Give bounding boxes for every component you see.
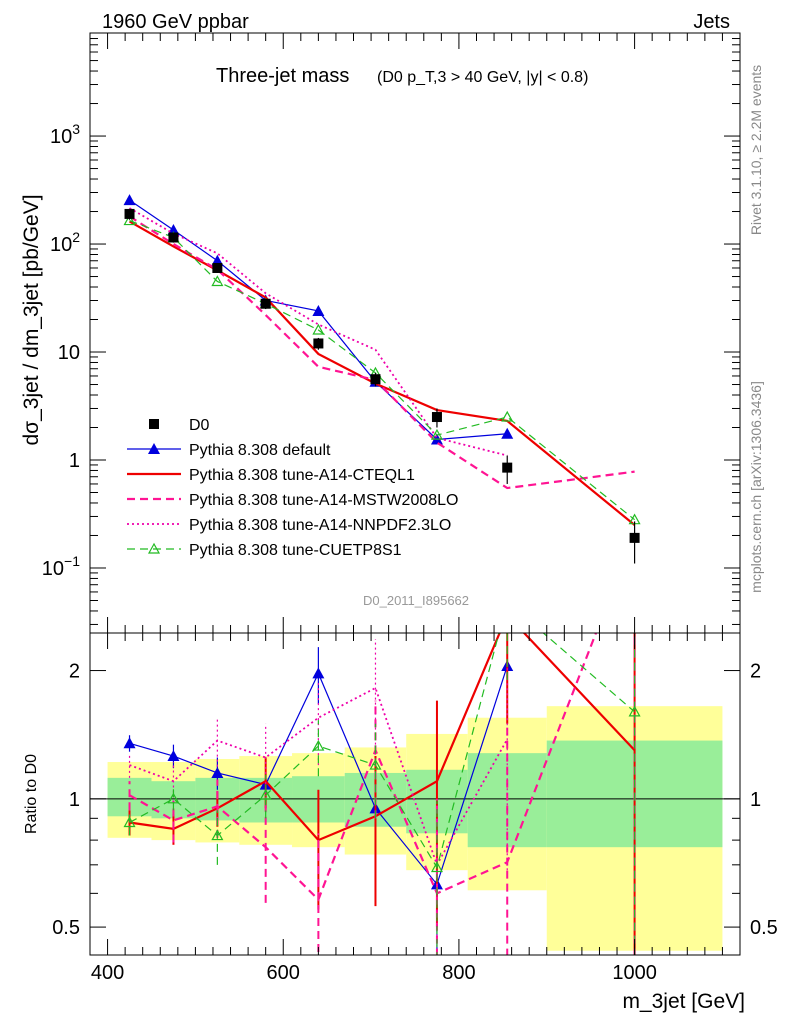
series-4-ratio-point (167, 792, 180, 804)
series-4-point (312, 323, 325, 335)
data-points (124, 208, 640, 564)
series-4-ratio-point (312, 739, 325, 751)
series-0-ratio-point (167, 750, 180, 762)
series-4-ratio-point (369, 758, 382, 770)
ratio-tick-label: 0.5 (52, 917, 80, 939)
legend-label: Pythia 8.308 tune-A14-CTEQL1 (189, 467, 415, 484)
y-axis-label: dσ_3jet / dm_3jet [pb/GeV] (20, 194, 43, 445)
legend-entry: Pythia 8.308 tune-A14-MSTW2008LO (127, 492, 458, 509)
legend-entry: Pythia 8.308 tune-A14-CTEQL1 (127, 467, 415, 484)
ratio-bands (90, 706, 740, 951)
data-point (313, 338, 324, 349)
process-label: Jets (693, 11, 730, 33)
chart-title-text: Three-jet mass (216, 65, 349, 87)
series-1-main (128, 220, 636, 526)
chart-title: Three-jet mass (D0 p_T,3 > 40 GeV, |y| <… (216, 65, 588, 87)
series-2-ratio-line (128, 633, 598, 902)
series-4-ratio-point (502, 597, 512, 606)
data-point (124, 208, 135, 219)
series-3-main (129, 207, 508, 457)
legend-marker (147, 542, 161, 554)
series-0-point (312, 304, 325, 316)
y-tick-label: 10 (58, 342, 80, 364)
legend-label: Pythia 8.308 default (189, 442, 331, 459)
data-point (260, 298, 271, 309)
series-4-point (211, 275, 224, 287)
legend-entry: Pythia 8.308 tune-A14-NNPDF2.3LO (127, 517, 451, 534)
y-tick-label: 1 (69, 450, 80, 472)
series-4-ratio-point (430, 861, 443, 873)
series-0-ratio-point (312, 667, 325, 679)
analysis-id: D0_2011_I895662 (363, 593, 469, 608)
series-4-point (123, 214, 136, 226)
series-4-ratio-line (129, 633, 635, 870)
x-tick-label: 800 (442, 962, 475, 984)
y-tick-label: 10−1 (42, 553, 80, 580)
data-point (502, 462, 513, 473)
series-4-point (430, 428, 443, 440)
series-0-ratio-point (123, 737, 136, 749)
svg-text:(D0 p_T,3 > 40 GeV, |y| < 0.8): (D0 p_T,3 > 40 GeV, |y| < 0.8) (377, 69, 588, 86)
chart-subtitle-text: (D0 p_T,3 > 40 GeV, |y| < 0.8) (377, 69, 588, 86)
mcplots-label: mcplots.cern.ch [arXiv:1306.3436] (748, 381, 764, 593)
series-0-main (123, 194, 514, 445)
data-point (629, 532, 640, 543)
series-3-ratio-line (129, 686, 509, 868)
legend-marker (148, 443, 160, 454)
y-tick-label: 102 (50, 229, 80, 256)
series-4-ratio-point (628, 705, 641, 717)
series-0-ratio-point (211, 766, 224, 778)
series-4-point (501, 410, 514, 422)
x-tick-label: 600 (267, 962, 300, 984)
data-point (168, 232, 179, 243)
ratio-tick-label-right: 0.5 (750, 917, 778, 939)
legend: D0 Pythia 8.308 default Pythia 8.308 tune-… (127, 417, 458, 559)
legend-data-marker (149, 419, 159, 429)
series-3-line (129, 207, 508, 457)
ratio-tick-label-right: 1 (750, 789, 761, 811)
ratio-axes: 400 600 800 1000 0.5 0.5 1 1 2 2 (52, 633, 778, 984)
legend-label: Pythia 8.308 tune-A14-MSTW2008LO (189, 492, 458, 509)
legend-entry: D0 (149, 417, 210, 434)
main-frame (89, 32, 741, 634)
legend-label: Pythia 8.308 tune-A14-NNPDF2.3LO (189, 517, 451, 534)
main-series-layer (123, 194, 641, 564)
legend-label: Pythia 8.308 tune-CUETP8S1 (189, 542, 402, 559)
energy-label: 1960 GeV ppbar (102, 11, 249, 33)
series-0-point (501, 427, 514, 439)
series-4-ratio-point (211, 829, 224, 841)
series-1-line (128, 220, 636, 526)
series-4-ratio-point (259, 788, 272, 800)
series-4-line (129, 219, 635, 521)
legend-entry: Pythia 8.308 tune-CUETP8S1 (127, 542, 402, 559)
ratio-tick-label-right: 2 (750, 661, 761, 683)
data-point (370, 374, 381, 385)
series-0-line (129, 199, 508, 441)
legend-entry: Pythia 8.308 default (127, 442, 331, 459)
ratio-tick-label: 2 (69, 661, 80, 683)
ratio-y-axis-label: Ratio to D0 (23, 754, 40, 834)
data-point (212, 262, 223, 273)
main-panel: 10−1 1 10 102 103 Three-jet mass (D0 p_T,3 >… (42, 32, 741, 634)
series-0-point (167, 223, 180, 235)
main-axes: 10−1 1 10 102 103 (42, 32, 740, 633)
ratio-tick-label: 1 (69, 789, 80, 811)
x-tick-label: 1000 (612, 962, 657, 984)
series-0-point (123, 194, 136, 206)
series-4-ratio-point (123, 816, 136, 828)
svg-text:Three-jet mass: Three-jet mass (216, 65, 349, 87)
x-tick-label: 400 (91, 962, 124, 984)
ratio-frame (89, 632, 741, 956)
y-tick-label: 103 (50, 121, 80, 148)
data-point (431, 412, 442, 423)
x-axis-label: m_3jet [GeV] (622, 990, 745, 1013)
legend-label: D0 (189, 417, 210, 434)
ratio-panel: 400 600 800 1000 0.5 0.5 1 1 2 2 (52, 597, 778, 984)
rivet-label: Rivet 3.1.10, ≥ 2.2M events (748, 65, 764, 235)
